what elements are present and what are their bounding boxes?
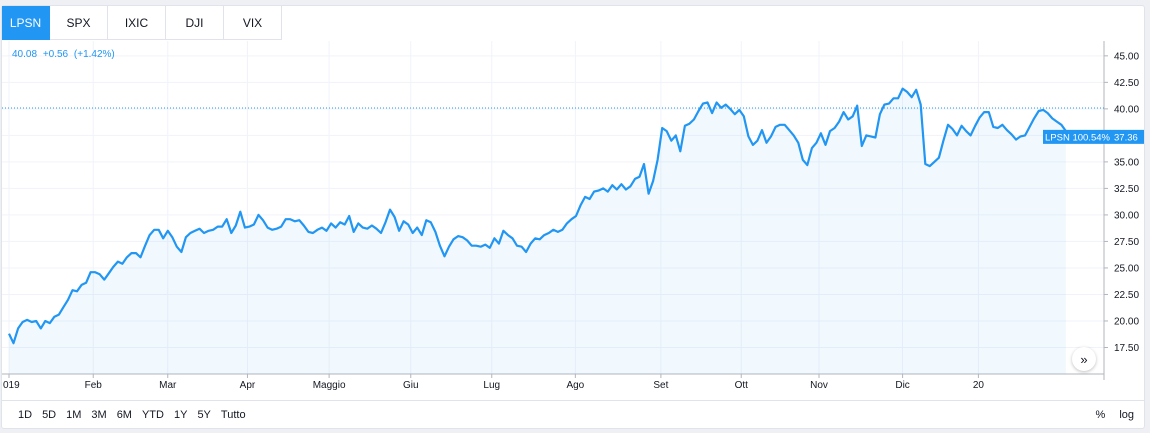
legend-last: 40.08 xyxy=(12,49,38,60)
y-tick-label: 25.00 xyxy=(1114,263,1139,274)
range-buttons: 1D 5D 1M 3M 6M YTD 1Y 5Y Tutto xyxy=(18,401,246,429)
double-chevron-right-icon: » xyxy=(1080,351,1088,367)
series-area xyxy=(8,87,1067,374)
x-tick-label: Maggio xyxy=(313,380,346,391)
last-price-label-box xyxy=(1043,129,1144,144)
y-tick-label: 30.00 xyxy=(1114,210,1139,221)
x-tick-label: Lug xyxy=(483,380,500,391)
bottom-toolbar: 1D 5D 1M 3M 6M YTD 1Y 5Y Tutto % log xyxy=(2,400,1144,429)
price-chart[interactable]: 17.50 20.00 22.50 25.00 27.50 30.00 32.50 35.00… xyxy=(2,6,1144,400)
tab-vix[interactable]: VIX xyxy=(224,6,282,40)
x-tick-label: 019 xyxy=(3,380,20,391)
y-tick-label: 20.00 xyxy=(1114,316,1139,327)
log-scale-button[interactable]: log xyxy=(1119,409,1134,421)
last-price-marker: LPSN 100.54% 37.36 xyxy=(2,107,1144,144)
x-tick-label: Apr xyxy=(240,380,256,391)
range-3m-button[interactable]: 3M xyxy=(91,409,107,421)
x-tick-label: 20 xyxy=(973,380,985,391)
last-price-label-text: LPSN 100.54% xyxy=(1045,132,1111,143)
tab-dji[interactable]: DJI xyxy=(166,6,224,40)
tab-spx[interactable]: SPX xyxy=(50,6,108,40)
chart-widget: LPSN SPX IXIC DJI VIX 17.50 20.00 22.50 25.… xyxy=(1,5,1145,429)
range-6m-button[interactable]: 6M xyxy=(116,409,132,421)
x-tick-label: Mar xyxy=(159,380,177,391)
range-5y-button[interactable]: 5Y xyxy=(197,409,211,421)
x-tick-label: Ott xyxy=(735,380,749,391)
x-tick-label: Set xyxy=(653,380,668,391)
y-tick-label: 27.50 xyxy=(1114,237,1139,248)
last-price-value: 37.36 xyxy=(1114,132,1138,143)
y-tick-label: 35.00 xyxy=(1114,157,1139,168)
symbol-tabs: LPSN SPX IXIC DJI VIX xyxy=(2,6,282,40)
x-tick-label: Ago xyxy=(566,380,584,391)
legend-change: +0.56 xyxy=(42,49,69,60)
x-tick-label: Nov xyxy=(810,380,828,391)
percent-scale-button[interactable]: % xyxy=(1095,409,1106,421)
x-tick-label: Dic xyxy=(895,380,909,391)
time-axis: 019 Feb Mar Apr Maggio Giu Lug Ago Set Ott Nov Dic 2… xyxy=(2,373,1104,391)
x-tick-label: Feb xyxy=(85,380,103,391)
y-tick-label: 40.00 xyxy=(1114,104,1139,115)
range-1y-button[interactable]: 1Y xyxy=(173,409,188,421)
tab-ixic[interactable]: IXIC xyxy=(108,6,166,40)
price-axis: 17.50 20.00 22.50 25.00 27.50 30.00 32.50 35.00… xyxy=(1103,41,1139,380)
price-legend: 40.08 +0.56 (+1.42%) xyxy=(12,49,118,60)
y-tick-label: 32.50 xyxy=(1114,184,1139,195)
scale-controls: % log xyxy=(1096,401,1134,429)
range-1m-button[interactable]: 1M xyxy=(66,409,82,421)
legend-change-pct: (+1.42%) xyxy=(73,49,115,60)
range-1d-button[interactable]: 1D xyxy=(18,409,33,421)
y-tick-label: 17.50 xyxy=(1114,343,1139,354)
y-tick-label: 42.50 xyxy=(1114,78,1139,89)
range-5d-button[interactable]: 5D xyxy=(42,409,57,421)
tab-lpsn[interactable]: LPSN xyxy=(2,6,50,40)
y-tick-label: 45.00 xyxy=(1114,51,1139,62)
x-tick-label: Giu xyxy=(403,380,419,391)
y-tick-label: 22.50 xyxy=(1114,290,1139,301)
range-all-button[interactable]: Tutto xyxy=(220,409,246,421)
range-ytd-button[interactable]: YTD xyxy=(141,409,164,421)
series-area-fill xyxy=(9,88,1066,374)
scroll-to-realtime-button[interactable]: » xyxy=(1072,347,1096,371)
series-line xyxy=(8,87,1067,345)
